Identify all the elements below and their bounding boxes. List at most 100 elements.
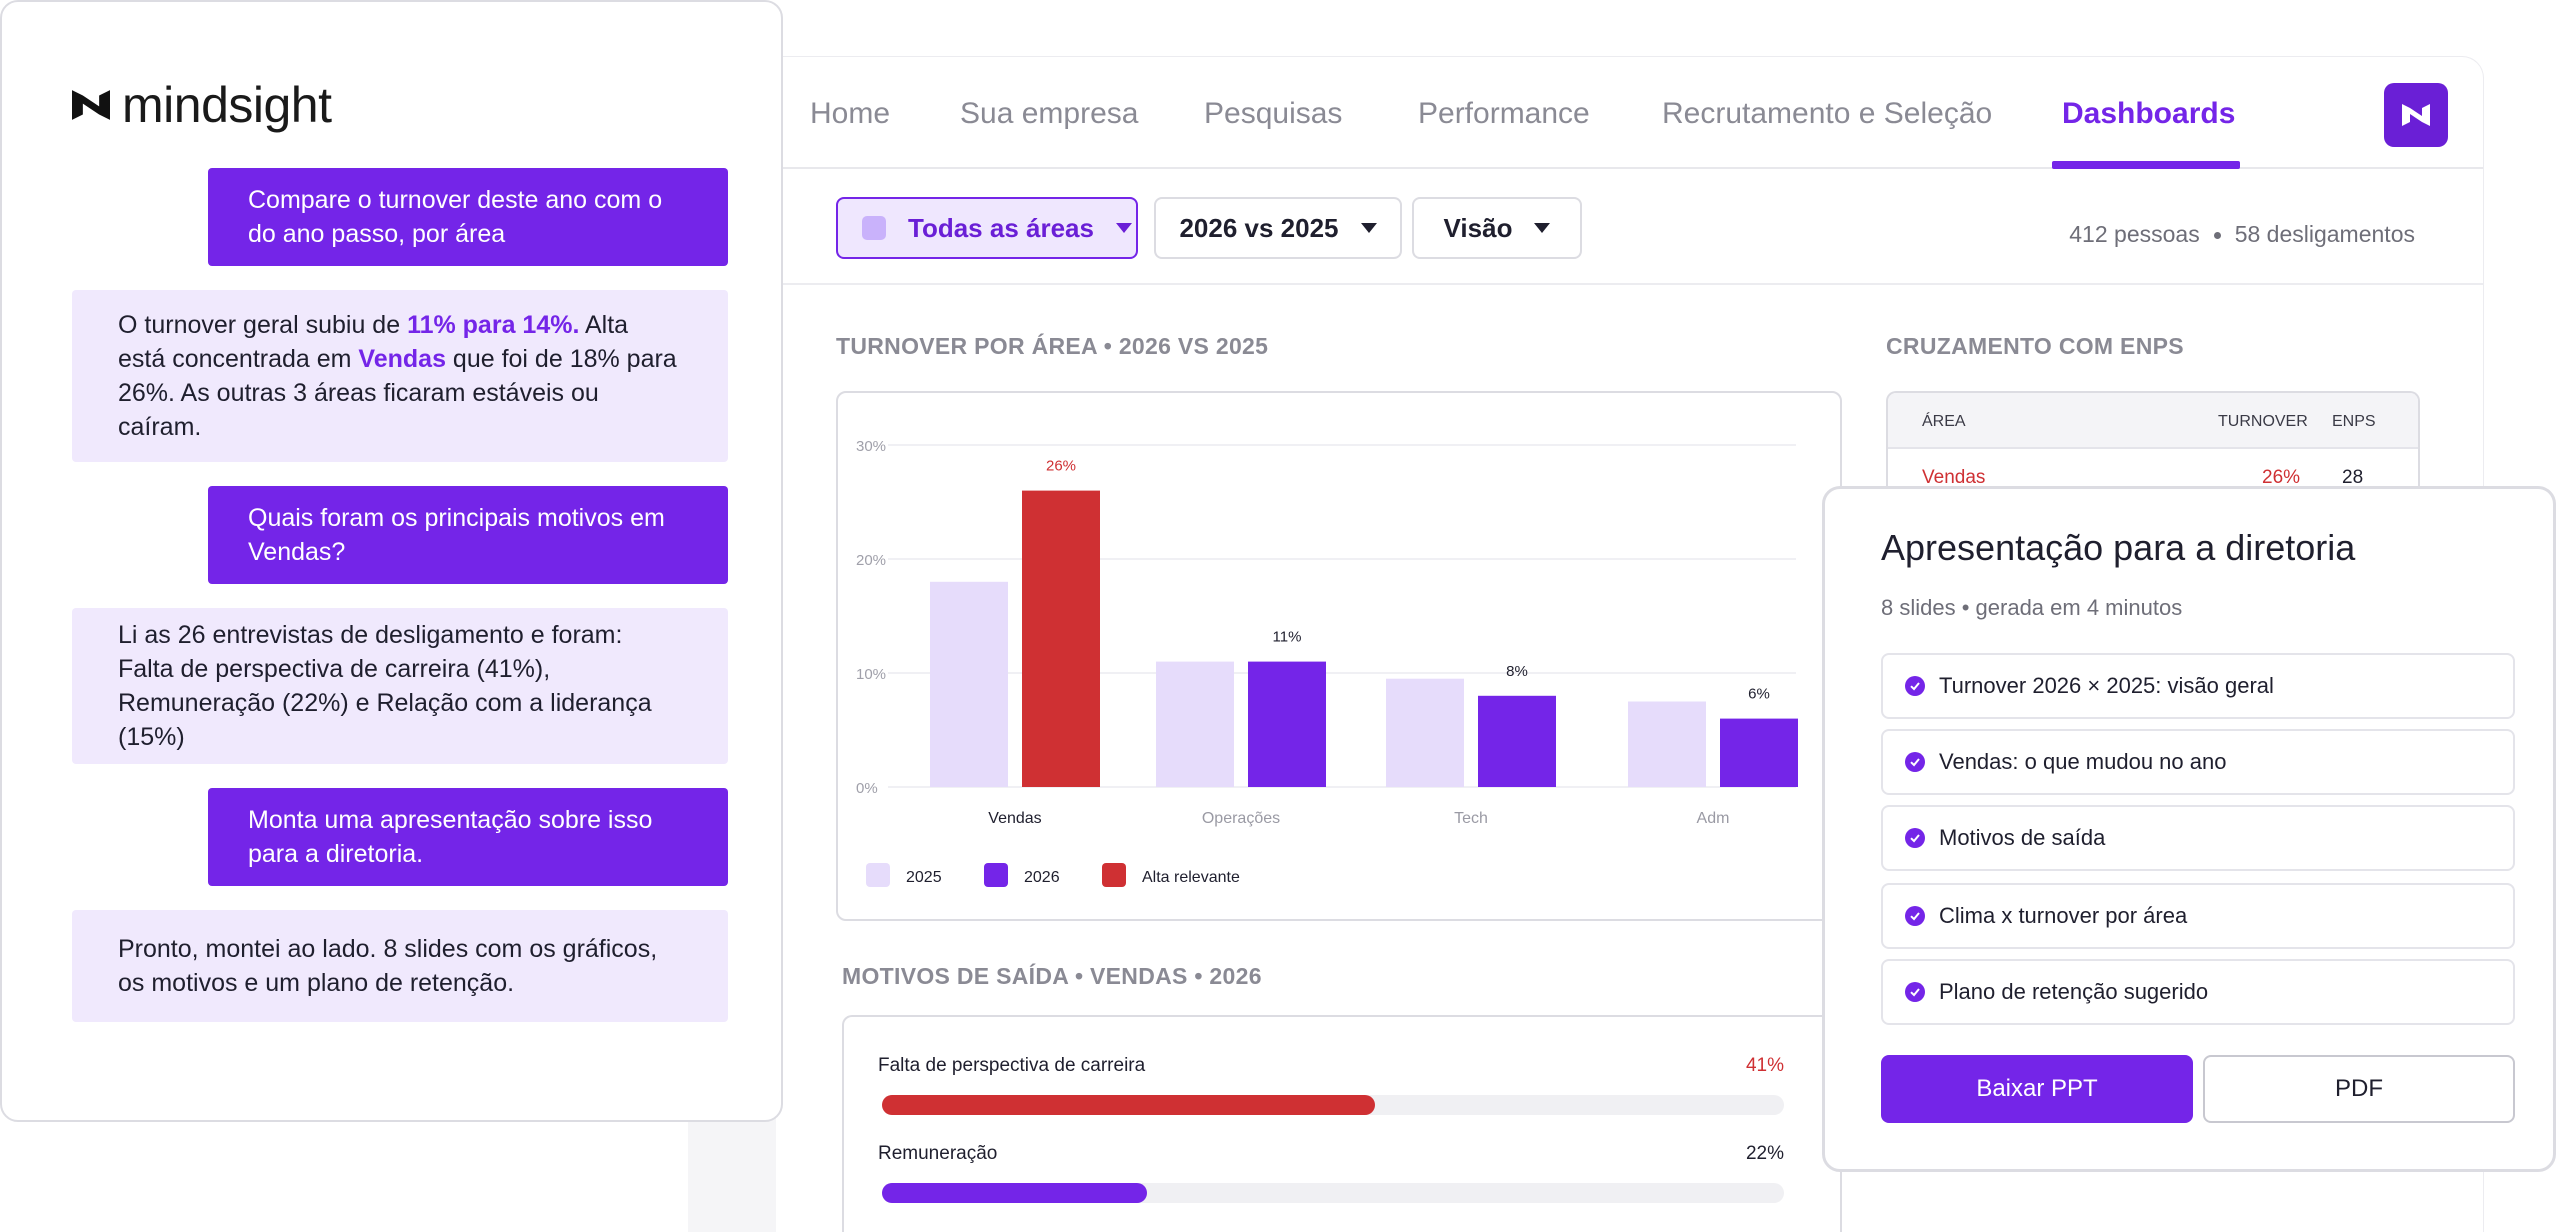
legend-swatch bbox=[984, 863, 1008, 887]
bar-2025 bbox=[1628, 701, 1706, 787]
slide-item-label: Plano de retenção sugerido bbox=[1939, 979, 2209, 1004]
mindsight-logo-icon bbox=[2402, 104, 2430, 126]
motivo-label: Remuneração bbox=[878, 1143, 998, 1164]
check-circle-icon bbox=[1905, 752, 1925, 772]
mindsight-logo-icon bbox=[72, 90, 110, 120]
chat-message-user: Monta uma apresentação sobre isso para a… bbox=[208, 788, 728, 886]
slide-item[interactable]: Vendas: o que mudou no ano bbox=[1881, 729, 2515, 795]
chevron-down-icon bbox=[1360, 223, 1377, 233]
nav-item-home[interactable]: Home bbox=[810, 97, 891, 130]
motivos-card: Falta de perspectiva de carreira 41% Rem… bbox=[842, 1015, 1842, 1232]
period-filter-dropdown[interactable]: 2026 vs 2025 bbox=[1154, 197, 1402, 259]
area-filter-dropdown[interactable]: Todas as áreas bbox=[836, 197, 1138, 259]
slide-item-label: Vendas: o que mudou no ano bbox=[1939, 749, 2227, 774]
people-count: 412 pessoas bbox=[2069, 221, 2200, 247]
motivo-bar-track bbox=[882, 1095, 1784, 1115]
motivo-value: 41% bbox=[1745, 1055, 1784, 1076]
legend-swatch bbox=[1102, 863, 1126, 887]
check-circle-icon bbox=[1905, 982, 1925, 1002]
message-text: Quais foram os principais motivos em Ven… bbox=[248, 504, 665, 566]
message-text: Compare o turnover deste ano com o do an… bbox=[248, 186, 663, 248]
nav-item-recrutamento[interactable]: Recrutamento e Seleção bbox=[1662, 97, 1993, 130]
message-text-part: Alta está concentrada em bbox=[118, 311, 629, 373]
area-color-swatch bbox=[862, 216, 886, 240]
slide-item[interactable]: Plano de retenção sugerido bbox=[1881, 959, 2515, 1025]
slide-count: 8 slides bbox=[1881, 595, 1956, 620]
period-filter-label: 2026 vs 2025 bbox=[1179, 212, 1339, 243]
slide-item-label: Turnover 2026 × 2025: visão geral bbox=[1939, 673, 2274, 698]
legend-label: Alta relevante bbox=[1142, 869, 1240, 886]
generation-time: gerada em 4 minutos bbox=[1975, 595, 2183, 620]
legend-swatch bbox=[866, 863, 890, 887]
enps-header-enps: ENPS bbox=[2332, 413, 2376, 430]
view-filter-dropdown[interactable]: Visão bbox=[1412, 197, 1582, 259]
bar-2025 bbox=[930, 581, 1008, 787]
download-ppt-button[interactable]: Baixar PPT bbox=[1881, 1055, 2193, 1123]
motivo-value: 22% bbox=[1745, 1143, 1784, 1164]
chat-panel: mindsight Compare o turnover deste ano c… bbox=[0, 0, 783, 1122]
data-label: 6% bbox=[1748, 686, 1770, 703]
enps-cell-turnover: 26% bbox=[2262, 467, 2301, 488]
message-text-part: que foi de 18% para 26%. As outras 3 áre… bbox=[118, 345, 677, 441]
turnover-section-title: TURNOVER POR ÁREA • 2026 VS 2025 bbox=[836, 333, 1269, 359]
legend-label: 2026 bbox=[1024, 869, 1060, 886]
chevron-down-icon bbox=[1534, 223, 1551, 233]
y-tick-label: 10% bbox=[856, 666, 886, 683]
data-label: 26% bbox=[1046, 458, 1076, 475]
download-pdf-button[interactable]: PDF bbox=[2203, 1055, 2515, 1123]
category-label: Vendas bbox=[988, 810, 1041, 827]
chat-message-assistant: Pronto, montei ao lado. 8 slides com os … bbox=[72, 910, 728, 1022]
account-button[interactable] bbox=[2384, 83, 2448, 147]
presentation-title: Apresentação para a diretoria bbox=[1881, 527, 2356, 568]
check-circle-icon bbox=[1905, 906, 1925, 926]
motivo-bar-fill bbox=[882, 1183, 1147, 1203]
message-text: O turnover geral subiu de 11% para 14%. … bbox=[118, 308, 682, 444]
filters-divider bbox=[776, 283, 2483, 285]
category-label: Tech bbox=[1454, 810, 1488, 827]
top-navigation: Home Sua empresa Pesquisas Performance R… bbox=[776, 57, 2483, 169]
exits-count: 58 desligamentos bbox=[2234, 221, 2415, 247]
chat-message-user: Quais foram os principais motivos em Ven… bbox=[208, 486, 728, 584]
message-highlight: Vendas bbox=[358, 345, 446, 373]
enps-header-area: ÁREA bbox=[1922, 413, 1966, 430]
separator-dot bbox=[2213, 232, 2221, 240]
area-filter-label: Todas as áreas bbox=[908, 212, 1094, 243]
enps-table-header: ÁREA TURNOVER ENPS bbox=[1888, 393, 2418, 449]
category-label: Operações bbox=[1202, 810, 1280, 827]
slide-item-label: Clima x turnover por área bbox=[1939, 903, 2188, 928]
motivo-bar-track bbox=[882, 1183, 1784, 1203]
view-filter-label: Visão bbox=[1443, 212, 1513, 243]
bar-2025 bbox=[1156, 661, 1234, 787]
brand-name: mindsight bbox=[122, 77, 332, 133]
y-tick-label: 20% bbox=[856, 552, 886, 569]
bar-2026 bbox=[1478, 695, 1556, 787]
motivos-section-title: MOTIVOS DE SAÍDA • VENDAS • 2026 bbox=[842, 963, 1262, 989]
chat-message-assistant: O turnover geral subiu de 11% para 14%. … bbox=[72, 290, 728, 462]
headcount-stats: 412 pessoas 58 desligamentos bbox=[2069, 221, 2415, 248]
slide-item[interactable]: Motivos de saída bbox=[1881, 805, 2515, 871]
nav-item-performance[interactable]: Performance bbox=[1418, 97, 1590, 130]
nav-item-dashboards[interactable]: Dashboards bbox=[2062, 97, 2236, 130]
bar-2026 bbox=[1248, 661, 1326, 787]
enps-cell-area: Vendas bbox=[1922, 467, 1986, 488]
motivo-bar-fill bbox=[882, 1095, 1376, 1115]
y-tick-label: 0% bbox=[856, 780, 878, 797]
slide-item[interactable]: Clima x turnover por área bbox=[1881, 883, 2515, 949]
slide-item-label: Motivos de saída bbox=[1939, 825, 2106, 850]
data-label: 8% bbox=[1506, 663, 1528, 680]
turnover-chart-card: 0% 10% 20% 30% 26% Vendas 11% Operações 8% Tech 6%… bbox=[836, 391, 1842, 921]
check-circle-icon bbox=[1905, 676, 1925, 696]
active-tab-indicator bbox=[2052, 161, 2240, 169]
nav-item-sua-empresa[interactable]: Sua empresa bbox=[960, 97, 1139, 130]
nav-item-pesquisas[interactable]: Pesquisas bbox=[1204, 97, 1343, 130]
turnover-bar-chart: 0% 10% 20% 30% 26% Vendas 11% Operações 8% Tech 6%… bbox=[856, 438, 1798, 887]
message-text: Pronto, montei ao lado. 8 slides com os … bbox=[118, 935, 658, 997]
y-tick-label: 30% bbox=[856, 438, 886, 455]
bar-2026 bbox=[1720, 718, 1798, 787]
message-highlight: 11% para 14%. bbox=[407, 311, 580, 339]
presentation-panel: Apresentação para a diretoria 8 slides •… bbox=[1822, 486, 2556, 1172]
slide-item[interactable]: Turnover 2026 × 2025: visão geral bbox=[1881, 653, 2515, 719]
chevron-down-icon bbox=[1115, 223, 1132, 233]
data-label: 11% bbox=[1273, 629, 1302, 646]
message-text-part: O turnover geral subiu de bbox=[118, 311, 408, 339]
